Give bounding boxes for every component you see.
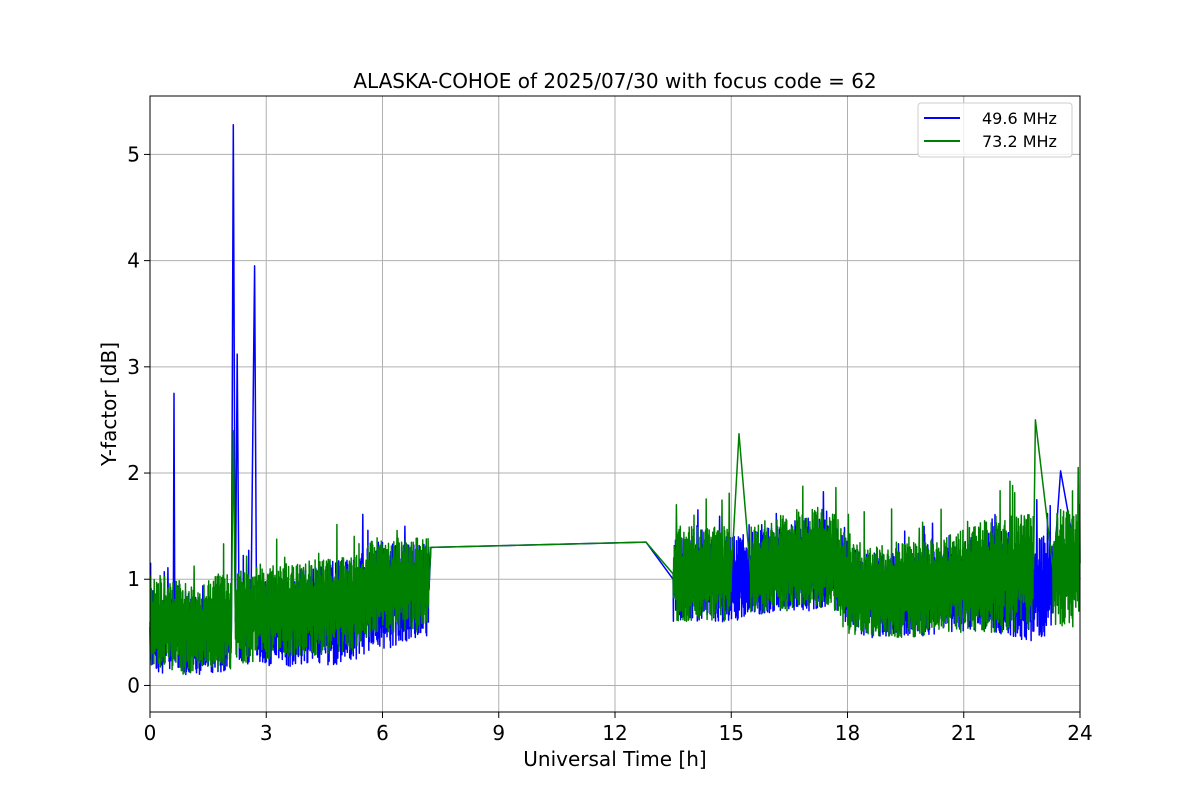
y-tick-label: 3 xyxy=(127,355,140,379)
legend: 49.6 MHz 73.2 MHz xyxy=(917,102,1073,158)
legend-label-49-6-mhz: 49.6 MHz xyxy=(982,109,1057,128)
y-tick-label: 0 xyxy=(127,673,140,697)
x-tick-label: 12 xyxy=(602,721,627,745)
legend-label-73-2-mhz: 73.2 MHz xyxy=(982,132,1057,151)
x-tick-label: 24 xyxy=(1067,721,1092,745)
x-tick-label: 6 xyxy=(376,721,389,745)
x-tick-label: 18 xyxy=(835,721,860,745)
x-axis-label: Universal Time [h] xyxy=(523,747,706,771)
x-tick-label: 9 xyxy=(492,721,505,745)
x-tick-label: 3 xyxy=(260,721,273,745)
chart-title: ALASKA-COHOE of 2025/07/30 with focus co… xyxy=(353,69,876,93)
y-axis-label: Y-factor [dB] xyxy=(97,342,121,467)
y-tick-label: 5 xyxy=(127,142,140,166)
x-tick-label: 0 xyxy=(144,721,157,745)
x-tick-label: 15 xyxy=(719,721,744,745)
x-tick-label: 21 xyxy=(951,721,976,745)
y-tick-label: 4 xyxy=(127,249,140,273)
y-tick-label: 1 xyxy=(127,567,140,591)
y-tick-label: 2 xyxy=(127,461,140,485)
legend-box xyxy=(917,102,1073,158)
series-line-73-2-mhz xyxy=(149,419,1081,675)
series-layer xyxy=(149,123,1081,676)
